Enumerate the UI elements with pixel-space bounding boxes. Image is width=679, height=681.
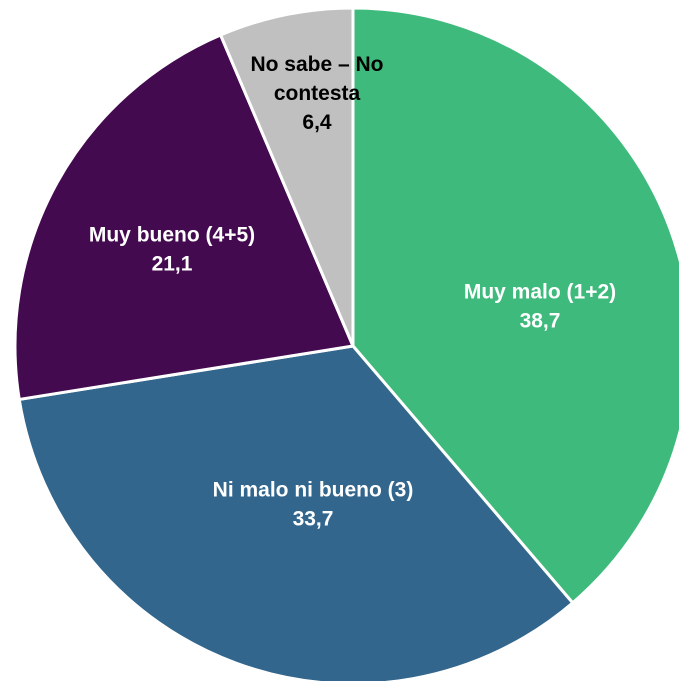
slice-category-label: Muy malo (1+2) — [464, 281, 616, 304]
slice-value-label: 38,7 — [520, 310, 561, 333]
pie-slice-label-3: Muy bueno (4+5) 21,1 — [89, 224, 255, 276]
slice-category-label: contesta — [274, 82, 361, 105]
slice-value-label: 6,4 — [302, 111, 332, 134]
slice-value-label: 21,1 — [152, 253, 193, 276]
pie-slices — [13, 6, 679, 681]
pie-slice-label-1: Muy malo (1+2) 38,7 — [464, 281, 616, 333]
pie-slice-4 — [218, 6, 355, 347]
pie-labels: Muy malo (1+2) 38,7 Ni malo ni bueno (3) 33… — [89, 53, 616, 530]
slice-category-label: No sabe – No — [250, 53, 383, 76]
pie-slice-3 — [13, 33, 356, 402]
slice-category-label: Muy bueno (4+5) — [89, 224, 255, 247]
slice-category-label: Ni malo ni bueno (3) — [213, 479, 414, 502]
pie-slice-1 — [351, 6, 679, 605]
pie-slice-label-2: Ni malo ni bueno (3) 33,7 — [213, 479, 414, 531]
pie-slice-label-4: No sabe – No contesta 6,4 — [250, 53, 383, 134]
slice-value-label: 33,7 — [293, 508, 334, 531]
pie-slice-2 — [17, 344, 575, 681]
